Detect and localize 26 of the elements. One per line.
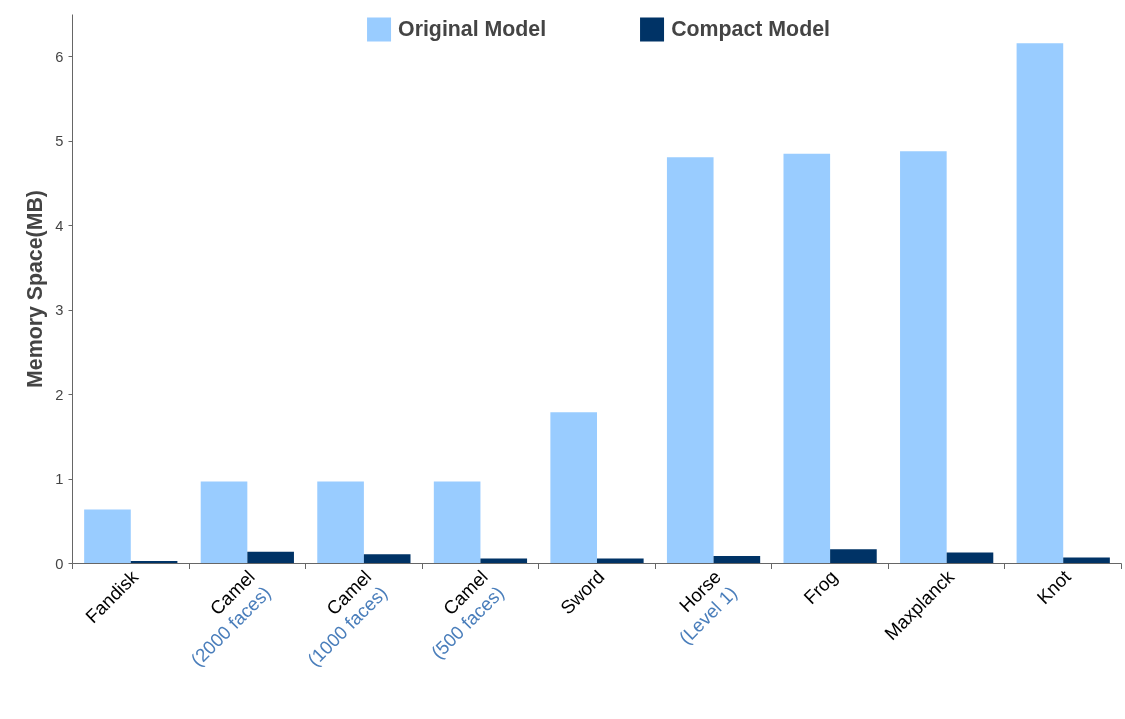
bar — [783, 153, 831, 564]
y-axis-title: Memory Space(MB) — [23, 190, 48, 388]
legend-label: Compact Model — [671, 16, 830, 42]
bar — [84, 509, 131, 564]
bar — [666, 157, 714, 564]
legend-label: Original Model — [398, 16, 547, 42]
bar — [946, 552, 994, 564]
y-tick-label: 2 — [55, 386, 64, 403]
bar — [830, 549, 877, 564]
y-tick-label: 0 — [55, 555, 64, 572]
y-tick-label: 4 — [55, 217, 64, 234]
y-tick-label: 3 — [55, 302, 64, 319]
y-tick-label: 6 — [55, 48, 64, 65]
bar — [597, 558, 644, 564]
bar — [363, 554, 411, 564]
bar — [200, 481, 248, 564]
y-tick-label: 1 — [55, 471, 64, 488]
bar — [900, 151, 947, 564]
bar — [433, 481, 481, 564]
bar — [317, 481, 364, 564]
bar — [550, 412, 597, 564]
bar — [480, 558, 528, 564]
bar — [713, 555, 761, 564]
y-tick-label: 5 — [55, 133, 64, 150]
bar — [247, 551, 294, 564]
bar — [1016, 43, 1064, 564]
